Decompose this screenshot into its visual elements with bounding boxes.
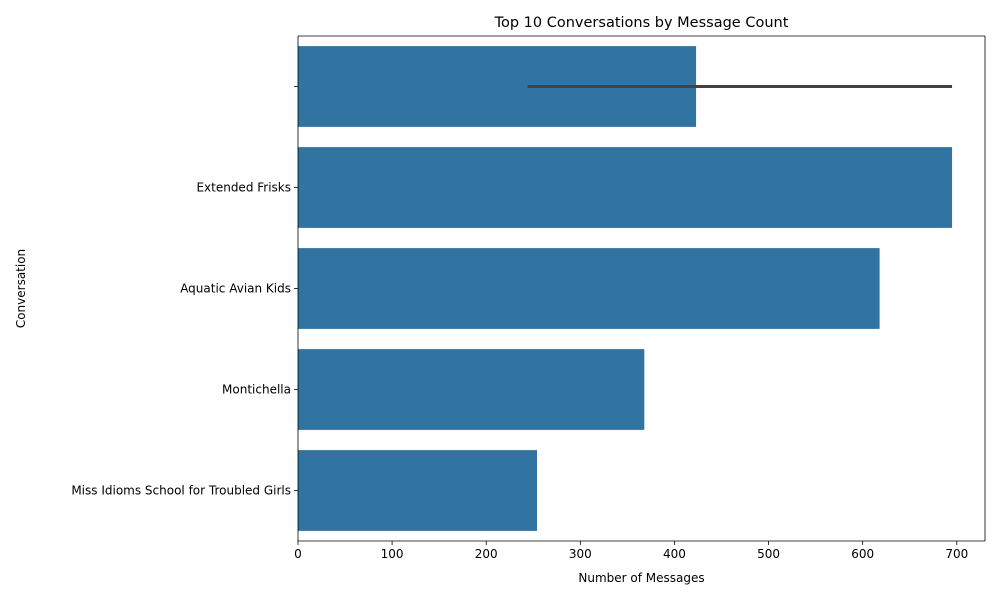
bar-4 <box>298 450 538 531</box>
y-axis-ticks: Extended Frisks Aquatic Avian Kids Montich… <box>71 86 298 498</box>
x-tick-label: 100 <box>381 547 404 561</box>
y-tick-label: Miss Idioms School for Troubled Girls <box>71 484 291 498</box>
axes-spines <box>297 35 986 542</box>
x-tick-label: 200 <box>475 547 498 561</box>
bar-1 <box>298 147 953 228</box>
x-axis-ticks: 0 100 200 300 400 500 600 700 <box>294 541 968 561</box>
bar-3 <box>298 349 645 430</box>
chart-title: Top 10 Conversations by Message Count <box>494 15 789 31</box>
x-tick-label: 300 <box>569 547 592 561</box>
x-tick-label: 400 <box>663 547 686 561</box>
bar-2 <box>298 248 880 329</box>
y-axis-label: Conversation <box>14 249 28 328</box>
y-tick-label: Aquatic Avian Kids <box>180 282 291 296</box>
x-tick-label: 600 <box>851 547 874 561</box>
y-tick-label: Extended Frisks <box>196 181 291 195</box>
x-tick-label: 700 <box>945 547 968 561</box>
bars-group <box>298 46 953 531</box>
y-tick-label: Montichella <box>222 383 291 397</box>
x-tick-label: 500 <box>757 547 780 561</box>
x-tick-label: 0 <box>294 547 302 561</box>
x-axis-label: Number of Messages <box>578 571 704 585</box>
